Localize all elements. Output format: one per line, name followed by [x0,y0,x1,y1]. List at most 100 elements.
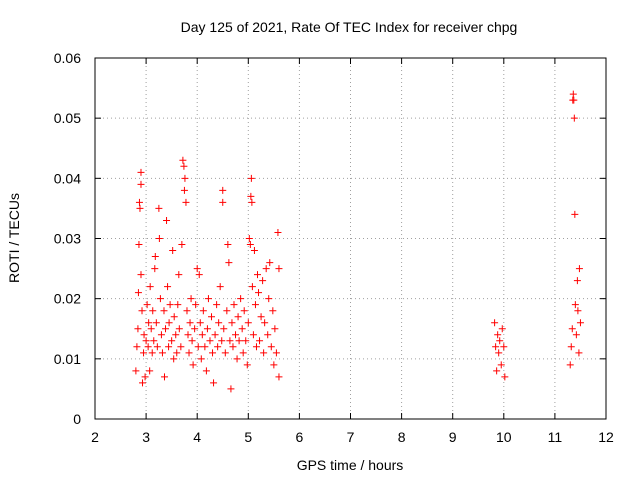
x-tick-label: 12 [598,429,614,445]
data-point [173,349,181,357]
y-axis-label: ROTI / TECUs [6,193,22,283]
data-point [267,343,275,351]
data-point [153,343,161,351]
data-point [162,325,170,333]
data-point [272,349,280,357]
data-point [163,216,171,224]
x-tick-label: 2 [91,429,99,445]
data-point [181,174,189,182]
data-point [219,186,227,194]
data-point [134,325,142,333]
data-point [155,204,163,212]
data-point [137,180,145,188]
data-point [571,301,579,309]
data-point [170,313,178,321]
data-point [245,235,253,242]
x-tick-label: 3 [142,429,150,445]
data-point [180,162,188,170]
x-tick-label: 7 [347,429,355,445]
data-point [574,307,582,315]
data-point [202,367,210,375]
data-point [232,331,240,339]
data-point [194,343,202,351]
data-point [180,186,188,194]
data-point [142,337,150,345]
data-point [166,301,174,309]
data-point [151,253,159,261]
data-point [135,198,143,206]
data-point [145,319,153,327]
data-point [575,265,583,273]
data-point [497,361,505,369]
data-point [566,361,574,369]
data-point [165,343,173,351]
x-tick-label: 8 [398,429,406,445]
data-point [168,337,176,345]
data-point [569,90,577,98]
data-point [189,361,197,369]
data-point [172,331,180,339]
data-point [224,241,232,249]
data-point [226,337,234,345]
data-point [269,307,277,315]
data-point [274,228,282,236]
data-point [219,198,227,206]
y-tick-label: 0.02 [54,291,81,307]
data-point [206,337,214,345]
data-point [230,301,238,309]
data-point [271,325,279,333]
data-point [571,210,579,218]
data-point [134,289,142,297]
data-point [575,349,583,357]
data-point [192,301,200,309]
data-point [143,301,151,309]
data-point [220,325,228,333]
data-point [252,343,260,351]
data-point [568,325,576,333]
data-point [253,271,261,279]
y-tick-label: 0 [73,411,81,427]
data-point [214,343,222,351]
data-point [265,295,273,303]
data-point [237,295,245,303]
data-point [203,325,211,333]
data-point [495,349,503,357]
data-point [223,307,231,315]
data-point [250,247,258,255]
data-point [491,319,499,327]
data-point [233,355,241,363]
data-point [169,247,177,255]
y-tick-label: 0.01 [54,351,81,367]
data-point [238,325,246,333]
data-point [146,283,154,291]
data-point [257,313,265,321]
data-point [246,241,254,249]
data-point [185,349,193,357]
data-point [152,319,160,327]
data-point [164,283,172,291]
data-point [240,307,248,315]
data-point [141,373,149,381]
data-point [247,174,255,182]
x-tick-label: 4 [193,429,201,445]
data-point [187,295,195,303]
data-point [193,265,201,273]
data-point [496,337,504,345]
data-point [177,343,185,351]
axis-ticks [94,57,607,420]
data-point [199,307,207,315]
data-point [570,114,578,122]
y-tick-label: 0.03 [54,231,81,247]
data-point [247,192,255,200]
data-point [160,307,168,315]
data-point [195,271,203,279]
data-point [256,337,264,345]
data-point [137,168,145,176]
data-point [138,307,146,315]
data-point [225,259,233,267]
x-tick-label: 11 [548,429,563,445]
data-point [147,325,155,333]
data-point [196,319,204,327]
data-point [208,313,216,321]
